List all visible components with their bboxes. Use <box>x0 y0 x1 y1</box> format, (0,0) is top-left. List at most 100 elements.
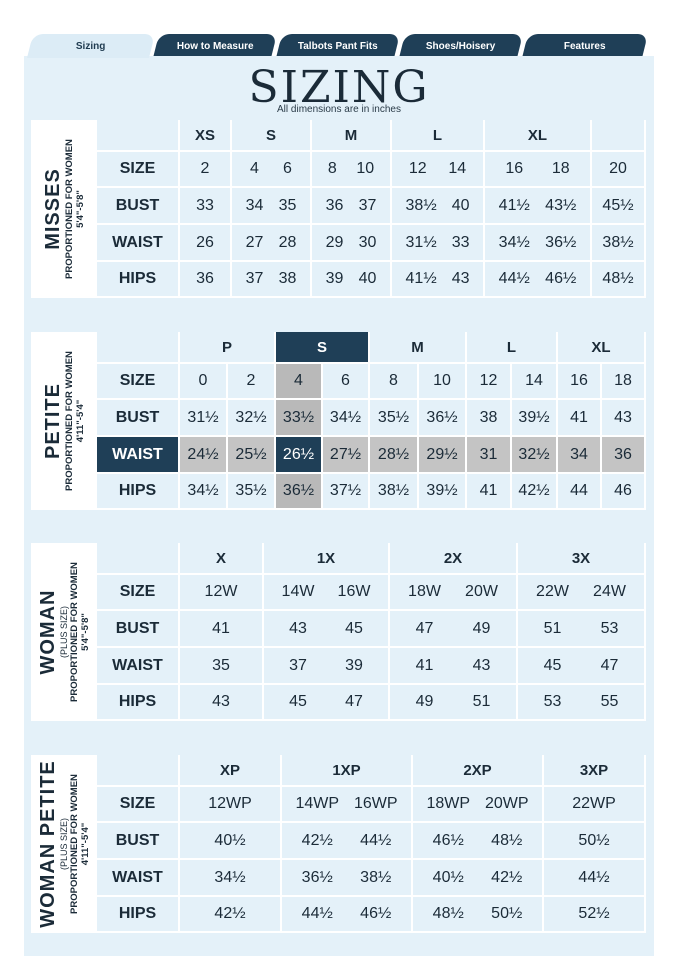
table-cell: 50½ <box>544 823 646 860</box>
size-group-header: XS <box>180 120 232 152</box>
woman-table: X 1X 2X 3X SIZE 12W 14W 16W 18W 20W 22W 24W… <box>97 543 646 721</box>
tab-features[interactable]: Features <box>522 34 648 58</box>
table-cell: 45 47 <box>518 648 646 685</box>
row-label-size: SIZE <box>97 152 180 188</box>
row-label-hips: HIPS <box>97 685 180 721</box>
table-cell: 47 49 <box>390 611 518 648</box>
table-cell: 37½ <box>323 474 370 510</box>
table-row: HIPS 43 45 47 49 51 53 55 <box>97 685 646 721</box>
tab-how-to-measure[interactable]: How to Measure <box>153 34 277 58</box>
header-blank <box>97 120 180 152</box>
size-group-header: M <box>370 332 467 364</box>
table-row: WAIST 35 37 39 41 43 45 47 <box>97 648 646 685</box>
table-cell: 37 38 <box>232 262 312 298</box>
table-cell-highlighted: 31 <box>467 437 512 474</box>
table-cell: 38½ 40 <box>392 188 485 225</box>
tab-shoes-hoisery[interactable]: Shoes/Hoisery <box>399 34 523 58</box>
table-cell: 29 30 <box>312 225 392 262</box>
table-row: SIZE 12W 14W 16W 18W 20W 22W 24W <box>97 575 646 611</box>
table-row: BUST 33 34 35 36 37 38½ 40 41½ 43½ 45½ <box>97 188 646 225</box>
table-cell-highlighted: 33½ <box>276 400 323 437</box>
table-cell: 22WP <box>544 787 646 823</box>
table-cell-highlighted: 4 <box>276 364 323 400</box>
woman-section: WOMAN (PLUS SIZE) PROPORTIONED FOR WOMEN… <box>31 543 646 721</box>
table-row: WAIST 26 27 28 29 30 31½ 33 34½ 36½ 38½ <box>97 225 646 262</box>
petite-title: PETITE <box>42 383 64 460</box>
table-cell-highlighted: 24½ <box>180 437 228 474</box>
table-row: BUST 31½ 32½ 33½ 34½ 35½ 36½ 38 39½ 41 4… <box>97 400 646 437</box>
header-blank <box>97 543 180 575</box>
table-cell: 14WP 16WP <box>282 787 413 823</box>
table-cell: 32½ <box>228 400 276 437</box>
table-cell: 41 <box>558 400 602 437</box>
table-cell: 36½ 38½ <box>282 860 413 897</box>
table-row: HIPS 42½ 44½ 46½ 48½ 50½ 52½ <box>97 897 646 933</box>
tab-features-label: Features <box>564 40 606 52</box>
table-cell: 18WP 20WP <box>413 787 544 823</box>
table-cell: 18 <box>602 364 646 400</box>
table-cell: 39½ <box>512 400 558 437</box>
woman-petite-section: WOMAN PETITE (PLUS SIZE) PROPORTIONED FO… <box>31 755 646 933</box>
table-cell: 22W 24W <box>518 575 646 611</box>
table-cell: 35 <box>180 648 264 685</box>
table-cell: 2 <box>180 152 232 188</box>
petite-table: P S M L XL SIZE 0 2 4 6 8 10 12 14 16 18… <box>97 332 646 510</box>
table-cell: 41 <box>467 474 512 510</box>
table-cell: 42½ <box>512 474 558 510</box>
table-cell: 35½ <box>228 474 276 510</box>
size-group-header: X <box>180 543 264 575</box>
misses-range: 5'4"-5'8" <box>75 190 86 228</box>
table-cell: 42½ <box>180 897 282 933</box>
table-cell: 31½ <box>180 400 228 437</box>
table-row: XS S M L XL <box>97 120 646 152</box>
table-cell: 20 <box>592 152 646 188</box>
table-cell: 8 <box>370 364 419 400</box>
table-cell: 38 <box>467 400 512 437</box>
size-group-header <box>592 120 646 152</box>
table-cell: 42½ 44½ <box>282 823 413 860</box>
table-cell: 12W <box>180 575 264 611</box>
table-cell: 16 18 <box>485 152 592 188</box>
table-cell: 41½ 43 <box>392 262 485 298</box>
table-cell: 51 53 <box>518 611 646 648</box>
table-cell: 41½ 43½ <box>485 188 592 225</box>
table-cell: 48½ 50½ <box>413 897 544 933</box>
size-group-header: L <box>467 332 558 364</box>
size-group-header: XL <box>558 332 646 364</box>
row-label-size: SIZE <box>97 364 180 400</box>
table-cell: 37 39 <box>264 648 390 685</box>
table-cell: 45 47 <box>264 685 390 721</box>
size-group-header: 2XP <box>413 755 544 787</box>
woman-petite-table: XP 1XP 2XP 3XP SIZE 12WP 14WP 16WP 18WP 20… <box>97 755 646 933</box>
page-subtitle: All dimensions are in inches <box>277 104 401 115</box>
table-cell: 6 <box>323 364 370 400</box>
row-label-hips: HIPS <box>97 262 180 298</box>
table-cell: 10 <box>419 364 467 400</box>
table-row: HIPS 36 37 38 39 40 41½ 43 44½ 46½ 48½ <box>97 262 646 298</box>
table-cell: 0 <box>180 364 228 400</box>
woman-title: WOMAN <box>37 589 59 675</box>
table-cell: 44½ 46½ <box>282 897 413 933</box>
table-cell: 38½ <box>592 225 646 262</box>
tab-sizing[interactable]: Sizing <box>27 34 155 58</box>
table-cell: 34½ <box>323 400 370 437</box>
table-row: SIZE 12WP 14WP 16WP 18WP 20WP 22WP <box>97 787 646 823</box>
table-row: BUST 40½ 42½ 44½ 46½ 48½ 50½ <box>97 823 646 860</box>
row-label-waist: WAIST <box>97 225 180 262</box>
size-group-header: XP <box>180 755 282 787</box>
tab-shoes-hoisery-label: Shoes/Hoisery <box>426 40 496 52</box>
tab-talbots-pant-fits[interactable]: Talbots Pant Fits <box>276 34 400 58</box>
header-blank <box>97 332 180 364</box>
table-cell: 12WP <box>180 787 282 823</box>
size-group-header: 1X <box>264 543 390 575</box>
woman-range: 5'4"-5'8" <box>80 613 91 651</box>
table-cell: 34 35 <box>232 188 312 225</box>
table-cell: 43 <box>602 400 646 437</box>
table-cell: 40½ <box>180 823 282 860</box>
table-row: HIPS 34½ 35½ 36½ 37½ 38½ 39½ 41 42½ 44 4… <box>97 474 646 510</box>
size-group-header: 3X <box>518 543 646 575</box>
woman-proportion: PROPORTIONED FOR WOMEN <box>69 562 80 702</box>
row-label-bust: BUST <box>97 400 180 437</box>
woman-petite-proportion: PROPORTIONED FOR WOMEN <box>69 774 80 914</box>
